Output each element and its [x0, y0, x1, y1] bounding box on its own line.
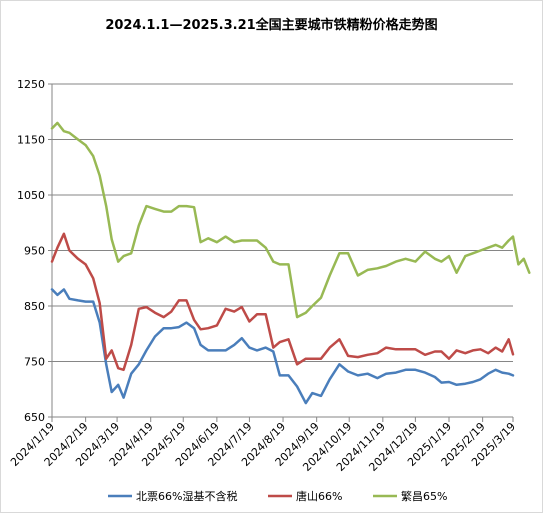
series-lines [50, 121, 531, 405]
axes [48, 83, 514, 422]
y-tick-label: 850 [24, 300, 45, 313]
y-tick-label: 1050 [17, 189, 45, 202]
legend: 北票66%湿基不含税 唐山66% 繁昌65% [108, 489, 447, 503]
y-tick-label: 1150 [17, 134, 45, 147]
grid-lines [52, 83, 513, 418]
y-tick-label: 750 [24, 356, 45, 369]
legend-label: 唐山66% [296, 489, 342, 503]
legend-label: 北票66%湿基不含税 [136, 489, 237, 503]
series-line-3 [50, 121, 531, 319]
y-tick-label: 650 [24, 411, 45, 424]
x-tick-labels: 2024/1/192024/2/192024/3/192024/4/192024… [8, 420, 518, 474]
series-line-1 [50, 288, 515, 405]
legend-label: 繁昌65% [401, 489, 447, 503]
y-tick-label: 1250 [17, 78, 45, 91]
chart-title: 2024.1.1—2025.3.21全国主要城市铁精粉价格走势图 [105, 18, 438, 33]
series-line-2 [50, 232, 515, 372]
y-tick-label: 950 [24, 245, 45, 258]
y-tick-labels: 650 750 850 950 1050 1150 1250 [17, 78, 45, 424]
